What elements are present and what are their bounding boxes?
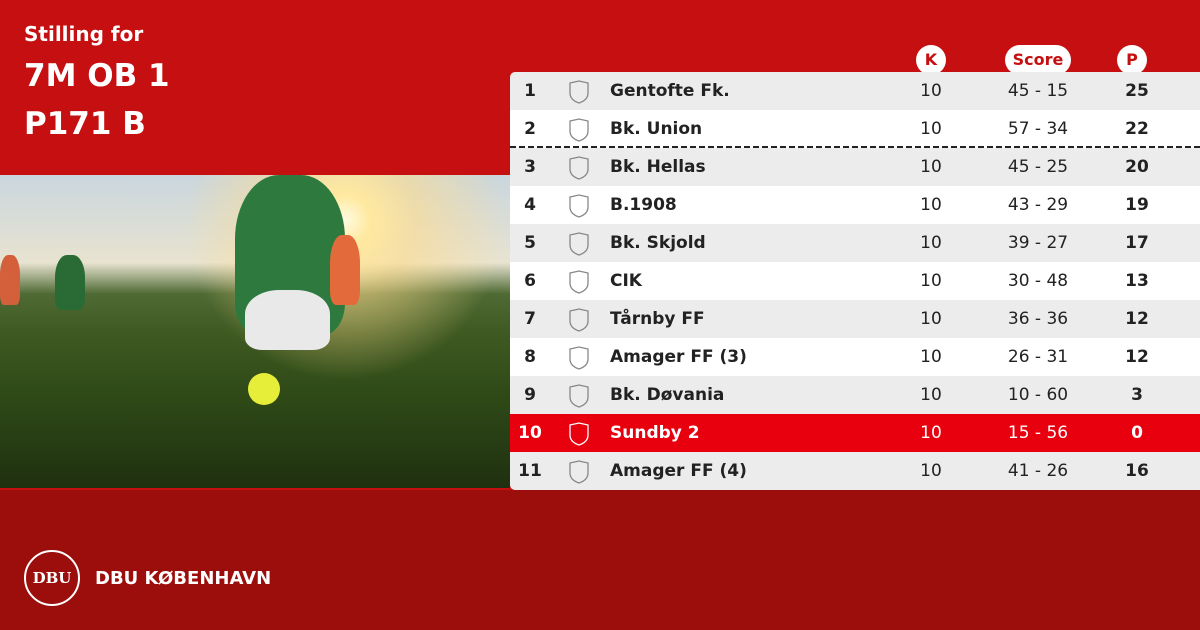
rank: 11 [518, 461, 542, 481]
points: 13 [1125, 271, 1149, 291]
table-row: 3 Bk. Hellas 10 45 - 25 20 [510, 148, 1200, 186]
matches: 10 [920, 423, 942, 443]
team-name: Sundby 2 [610, 423, 700, 443]
score: 26 - 31 [1007, 347, 1069, 367]
club-shield [569, 194, 589, 218]
photo [0, 175, 510, 488]
matches: 10 [920, 271, 942, 291]
subtitle: Stilling for [24, 22, 144, 46]
table-row: 7 Tårnby FF 10 36 - 36 12 [510, 300, 1200, 338]
matches: 10 [920, 195, 942, 215]
club-shield [569, 422, 589, 446]
club-shield [569, 118, 589, 142]
team-name: Amager FF (4) [610, 461, 747, 481]
score: 39 - 27 [1007, 233, 1069, 253]
points: 0 [1131, 423, 1143, 443]
team-name: Tårnby FF [610, 309, 705, 329]
photo-player [330, 235, 360, 305]
points: 22 [1125, 119, 1149, 139]
photo-player [245, 290, 330, 350]
table-row: 5 Bk. Skjold 10 39 - 27 17 [510, 224, 1200, 262]
matches: 10 [920, 309, 942, 329]
table-row: 1 Gentofte Fk. 10 45 - 15 25 [510, 72, 1200, 110]
club-shield [569, 156, 589, 180]
team-name: CIK [610, 271, 642, 291]
team-name: Bk. Skjold [610, 233, 706, 253]
rank: 10 [518, 423, 542, 443]
points: 12 [1125, 309, 1149, 329]
club-shield [569, 270, 589, 294]
rank: 9 [524, 385, 536, 405]
team-name: Gentofte Fk. [610, 81, 730, 101]
score: 30 - 48 [1007, 271, 1069, 291]
table-row: 4 B.1908 10 43 - 29 19 [510, 186, 1200, 224]
score: 41 - 26 [1007, 461, 1069, 481]
photo-player [55, 255, 85, 310]
column-header: K [916, 45, 946, 75]
table-row: 9 Bk. Døvania 10 10 - 60 3 [510, 376, 1200, 414]
points: 17 [1125, 233, 1149, 253]
table-row: 8 Amager FF (3) 10 26 - 31 12 [510, 338, 1200, 376]
title: P171 B [24, 106, 146, 142]
rank: 1 [524, 81, 536, 101]
score: 45 - 25 [1007, 157, 1069, 177]
table-row: 10 Sundby 2 10 15 - 56 0 [510, 414, 1200, 452]
photo-ball [248, 373, 280, 405]
score: 57 - 34 [1007, 119, 1069, 139]
score: 15 - 56 [1007, 423, 1069, 443]
matches: 10 [920, 119, 942, 139]
score: 43 - 29 [1007, 195, 1069, 215]
team-name: Bk. Hellas [610, 157, 706, 177]
logo: DBU [24, 550, 80, 606]
points: 12 [1125, 347, 1149, 367]
matches: 10 [920, 347, 942, 367]
rank: 5 [524, 233, 536, 253]
matches: 10 [920, 81, 942, 101]
points: 20 [1125, 157, 1149, 177]
club-shield [569, 232, 589, 256]
column-header: P [1117, 45, 1147, 75]
photo-player [0, 255, 20, 305]
title: 7M OB 1 [24, 58, 170, 94]
score: 45 - 15 [1007, 81, 1069, 101]
rank: 7 [524, 309, 536, 329]
brand: DBU KØBENHAVN [95, 568, 272, 589]
table-row: 6 CIK 10 30 - 48 13 [510, 262, 1200, 300]
rank: 8 [524, 347, 536, 367]
table-row: 11 Amager FF (4) 10 41 - 26 16 [510, 452, 1200, 490]
score: 10 - 60 [1007, 385, 1069, 405]
points: 16 [1125, 461, 1149, 481]
club-shield [569, 308, 589, 332]
points: 19 [1125, 195, 1149, 215]
matches: 10 [920, 461, 942, 481]
rank: 3 [524, 157, 536, 177]
rank: 6 [524, 271, 536, 291]
table-row: 2 Bk. Union 10 57 - 34 22 [510, 110, 1200, 149]
standings-table: 1 Gentofte Fk. 10 45 - 15 25 2 Bk. Union 10 57 -… [510, 72, 1200, 490]
matches: 10 [920, 157, 942, 177]
club-shield [569, 80, 589, 104]
team-name: Bk. Union [610, 119, 703, 139]
points: 3 [1131, 385, 1143, 405]
score: 36 - 36 [1007, 309, 1069, 329]
column-header: Score [1005, 45, 1071, 75]
team-name: Amager FF (3) [610, 347, 747, 367]
team-name: B.1908 [610, 195, 677, 215]
club-shield [569, 346, 589, 370]
points: 25 [1125, 81, 1149, 101]
rank: 2 [524, 119, 536, 139]
club-shield [569, 384, 589, 408]
club-shield [569, 460, 589, 484]
rank: 4 [524, 195, 536, 215]
matches: 10 [920, 385, 942, 405]
team-name: Bk. Døvania [610, 385, 725, 405]
matches: 10 [920, 233, 942, 253]
